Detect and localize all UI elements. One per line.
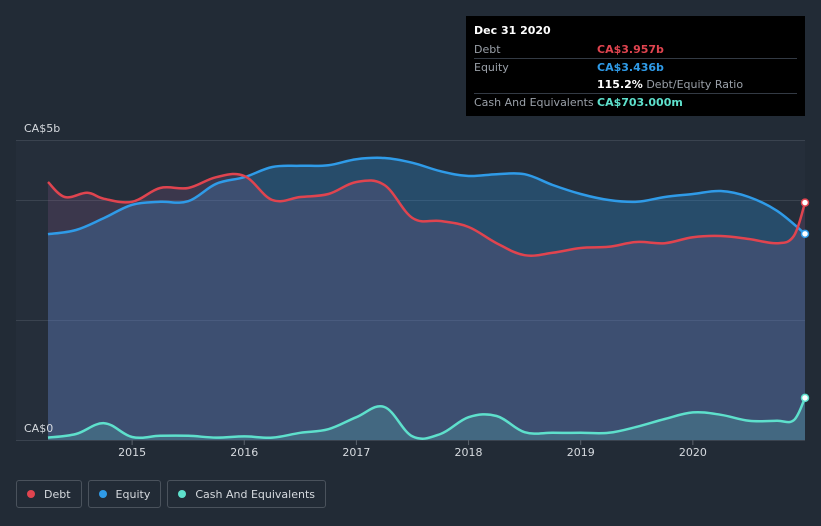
series-area-debt <box>48 173 805 441</box>
legend-item-debt[interactable]: Debt <box>16 480 82 508</box>
tooltip-row-debt: Debt CA$3.957b <box>474 42 797 59</box>
series-line-debt <box>47 172 807 257</box>
tooltip-label: Equity <box>474 61 509 74</box>
series-area-cash <box>48 397 805 440</box>
x-tick-label: 2019 <box>567 446 595 459</box>
y-axis-bottom-label: CA$0 <box>24 422 53 435</box>
series-line-cash <box>47 397 807 440</box>
legend-label: Cash And Equivalents <box>195 487 315 501</box>
legend-dot <box>98 490 107 498</box>
tooltip-value: CA$3.957b <box>597 43 664 56</box>
x-tick-label: 2017 <box>342 446 370 459</box>
legend-dot <box>178 490 187 498</box>
series-endpoint-debt <box>800 198 810 207</box>
series-endpoint-equity <box>800 229 810 239</box>
tooltip-row-equity: Equity CA$3.436b <box>474 60 797 76</box>
x-tick-label: 2015 <box>118 446 146 459</box>
x-axis: 2015 2016 2017 2018 2019 2020 <box>118 440 707 459</box>
tooltip-row-ratio: 115.2% Debt/Equity Ratio <box>474 77 797 94</box>
x-tick-label: 2016 <box>230 446 258 459</box>
series-line-equity <box>47 156 806 236</box>
legend: Debt Equity Cash And Equivalents <box>16 480 332 508</box>
tooltip-label: Cash And Equivalents <box>474 96 594 109</box>
y-axis-top-label: CA$5b <box>24 122 60 135</box>
tooltip-date: Dec 31 2020 <box>474 24 551 37</box>
tooltip-label: Debt <box>474 43 501 56</box>
legend-item-cash[interactable]: Cash And Equivalents <box>167 480 326 508</box>
legend-label: Debt <box>44 487 71 501</box>
tooltip-row-cash: Cash And Equivalents CA$703.000m <box>474 95 797 111</box>
series-area-equity <box>48 157 805 440</box>
tooltip-ratio: 115.2% Debt/Equity Ratio <box>597 77 743 93</box>
legend-dot <box>27 490 35 498</box>
legend-item-equity[interactable]: Equity <box>87 480 162 508</box>
series-layer <box>47 156 810 441</box>
plot-background <box>16 140 805 440</box>
ratio-value: 115.2% <box>597 78 643 91</box>
x-tick-label: 2018 <box>455 446 483 459</box>
tooltip-value: CA$3.436b <box>597 61 664 74</box>
tooltip: Dec 31 2020 Debt CA$3.957b Equity CA$3.4… <box>466 16 805 116</box>
series-endpoint-cash <box>800 393 810 403</box>
x-tick-label: 2020 <box>679 446 707 459</box>
tooltip-value: CA$703.000m <box>597 96 683 109</box>
legend-label: Equity <box>115 487 151 501</box>
ratio-label: Debt/Equity Ratio <box>646 78 744 91</box>
